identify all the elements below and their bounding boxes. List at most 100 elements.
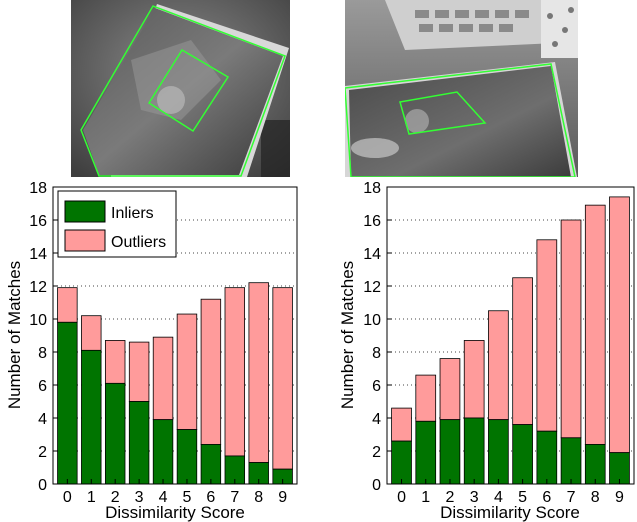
- homography-box-inner: [399, 91, 487, 135]
- bar-outliers: [176, 313, 198, 430]
- x-tick-label: 7: [567, 489, 576, 506]
- x-tick-label: 9: [615, 489, 624, 506]
- bar-inliers: [128, 401, 150, 485]
- bar-outliers: [57, 287, 78, 323]
- homography-box-outer: [80, 5, 286, 177]
- y-tick-label: 6: [372, 378, 381, 395]
- y-tick-label: 14: [29, 246, 47, 263]
- x-tick-label: 1: [87, 489, 96, 506]
- bar-inliers: [104, 382, 126, 485]
- x-tick-label: 3: [470, 489, 479, 506]
- bar-outliers: [224, 287, 246, 457]
- x-tick-label: 4: [159, 489, 168, 506]
- left-y-axis-label: Number of Matches: [5, 261, 24, 409]
- x-tick-label: 2: [111, 489, 120, 506]
- x-tick-label: 8: [254, 489, 263, 506]
- y-tick-label: 8: [372, 345, 381, 362]
- left-legend: Inliers Outliers: [57, 190, 177, 258]
- bar-outliers: [439, 358, 461, 421]
- legend-label-inliers: Inliers: [111, 205, 154, 222]
- bar-inliers: [57, 321, 78, 485]
- bar-outliers: [560, 219, 582, 439]
- bar-inliers: [176, 429, 198, 485]
- bar-outliers: [152, 336, 174, 421]
- x-tick-label: 9: [278, 489, 287, 506]
- left-bars: [57, 282, 293, 485]
- x-tick-label: 1: [421, 489, 430, 506]
- y-tick-label: 2: [372, 444, 381, 461]
- bar-inliers: [463, 417, 485, 485]
- left-plot-frame: [52, 186, 298, 485]
- y-tick-label: 8: [38, 345, 47, 362]
- y-tick-label: 6: [38, 378, 47, 395]
- x-tick-label: 0: [63, 489, 72, 506]
- bar-inliers: [415, 420, 437, 485]
- bar-inliers: [488, 419, 509, 485]
- legend-label-outliers: Outliers: [111, 234, 166, 251]
- homography-box-outer: [345, 63, 576, 177]
- legend-swatch-outliers: [64, 229, 106, 252]
- bar-outliers: [248, 282, 269, 463]
- y-tick-label: 0: [38, 477, 47, 494]
- bar-outliers: [81, 315, 102, 351]
- bar-outliers: [536, 239, 558, 432]
- right-x-axis-label: Dissimilarity Score: [440, 503, 580, 522]
- bar-inliers: [391, 440, 412, 485]
- right-bars: [391, 196, 630, 485]
- bar-inliers: [536, 430, 558, 485]
- bar-inliers: [439, 419, 461, 485]
- right-y-ticks: 0 2 4 6 8 10 12 14 16 18: [363, 180, 392, 494]
- right-y-axis-label: Number of Matches: [338, 261, 357, 409]
- x-tick-label: 0: [397, 489, 406, 506]
- y-tick-label: 10: [363, 312, 381, 329]
- book-photo-left: [71, 0, 290, 177]
- y-tick-label: 18: [29, 180, 47, 197]
- x-tick-label: 6: [206, 489, 215, 506]
- legend-swatch-inliers: [64, 200, 106, 223]
- y-tick-label: 18: [363, 180, 381, 197]
- bar-inliers: [81, 349, 102, 485]
- y-tick-label: 2: [38, 444, 47, 461]
- x-tick-label: 4: [494, 489, 503, 506]
- x-tick-label: 7: [230, 489, 239, 506]
- bar-outliers: [512, 277, 533, 426]
- bar-outliers: [609, 196, 630, 454]
- x-tick-label: 5: [183, 489, 192, 506]
- bar-outliers: [128, 341, 150, 402]
- bar-outliers: [415, 374, 437, 422]
- y-tick-label: 12: [29, 279, 47, 296]
- y-tick-label: 10: [29, 312, 47, 329]
- bar-inliers: [584, 443, 606, 485]
- right-plot-frame: [386, 186, 635, 485]
- bar-inliers: [512, 424, 533, 485]
- bar-outliers: [391, 407, 412, 442]
- book-photo-right: [345, 0, 578, 177]
- bar-outliers: [272, 287, 293, 470]
- y-tick-label: 12: [363, 279, 381, 296]
- x-tick-label: 5: [518, 489, 527, 506]
- left-y-ticks: 0 2 4 6 8 10 12 14 16 18: [29, 180, 58, 494]
- y-tick-label: 16: [363, 213, 381, 230]
- bar-inliers: [152, 419, 174, 485]
- bar-outliers: [488, 310, 509, 421]
- bar-inliers: [560, 437, 582, 485]
- bar-inliers: [200, 443, 222, 485]
- x-tick-label: 2: [446, 489, 455, 506]
- y-tick-label: 14: [363, 246, 381, 263]
- x-tick-label: 6: [542, 489, 551, 506]
- bar-outliers: [463, 340, 485, 419]
- bar-outliers: [104, 340, 126, 384]
- homography-box-inner: [147, 48, 230, 133]
- x-tick-label: 8: [591, 489, 600, 506]
- left-x-axis-label: Dissimilarity Score: [105, 503, 245, 522]
- bar-outliers: [200, 298, 222, 445]
- y-tick-label: 4: [372, 411, 381, 428]
- y-tick-label: 4: [38, 411, 47, 428]
- y-tick-label: 0: [372, 477, 381, 494]
- x-tick-label: 3: [135, 489, 144, 506]
